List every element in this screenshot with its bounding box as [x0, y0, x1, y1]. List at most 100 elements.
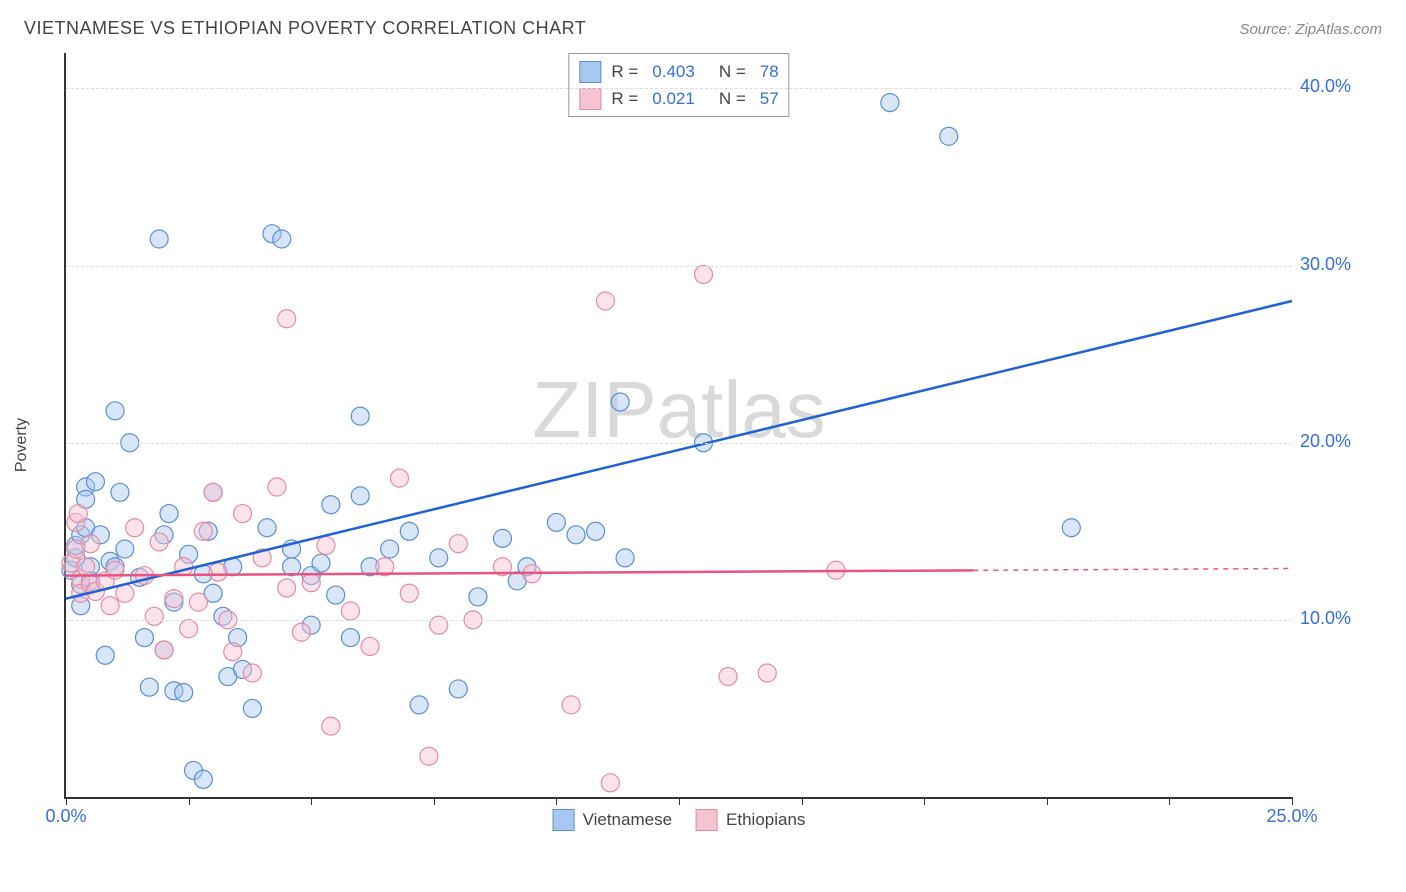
data-point	[390, 469, 408, 487]
data-point	[616, 549, 634, 567]
legend-swatch-ethiopians	[696, 809, 718, 831]
chart-title: VIETNAMESE VS ETHIOPIAN POVERTY CORRELAT…	[24, 18, 586, 39]
data-point	[116, 540, 134, 558]
data-point	[351, 407, 369, 425]
data-point	[449, 535, 467, 553]
title-row: VIETNAMESE VS ETHIOPIAN POVERTY CORRELAT…	[24, 18, 1382, 39]
data-point	[493, 529, 511, 547]
data-point	[278, 310, 296, 328]
data-point	[204, 483, 222, 501]
data-point	[940, 127, 958, 145]
gridline	[66, 443, 1292, 444]
data-point	[292, 623, 310, 641]
data-point	[881, 94, 899, 112]
data-point	[278, 579, 296, 597]
gridline	[66, 266, 1292, 267]
data-point	[587, 522, 605, 540]
legend-series: Vietnamese Ethiopians	[553, 809, 806, 831]
data-point	[341, 602, 359, 620]
gridline	[66, 88, 1292, 89]
y-tick-label: 10.0%	[1300, 608, 1370, 629]
x-tick	[1047, 797, 1048, 805]
data-point	[160, 505, 178, 523]
data-point	[351, 487, 369, 505]
data-point	[194, 522, 212, 540]
x-tick-label: 0.0%	[45, 806, 86, 827]
data-point	[596, 292, 614, 310]
data-point	[611, 393, 629, 411]
data-point	[567, 526, 585, 544]
x-tick	[802, 797, 803, 805]
data-point	[695, 265, 713, 283]
data-point	[302, 574, 320, 592]
y-tick-label: 30.0%	[1300, 254, 1370, 275]
data-point	[317, 536, 335, 554]
data-point	[106, 402, 124, 420]
data-point	[140, 678, 158, 696]
gridline	[66, 620, 1292, 621]
legend-item-ethiopians: Ethiopians	[696, 809, 805, 831]
data-point	[150, 533, 168, 551]
x-tick	[679, 797, 680, 805]
data-point	[562, 696, 580, 714]
x-tick	[556, 797, 557, 805]
y-axis-label: Poverty	[13, 418, 31, 472]
data-point	[86, 473, 104, 491]
data-point	[126, 519, 144, 537]
data-point	[430, 549, 448, 567]
data-point	[155, 641, 173, 659]
data-point	[234, 505, 252, 523]
data-point	[145, 607, 163, 625]
x-tick	[1169, 797, 1170, 805]
data-point	[150, 230, 168, 248]
legend-swatch-vietnamese	[553, 809, 575, 831]
data-point	[719, 668, 737, 686]
legend-label-vietnamese: Vietnamese	[583, 810, 672, 830]
data-point	[135, 629, 153, 647]
data-point	[1062, 519, 1080, 537]
source-attribution: Source: ZipAtlas.com	[1239, 21, 1382, 38]
data-point	[469, 588, 487, 606]
y-tick-label: 40.0%	[1300, 76, 1370, 97]
data-point	[381, 540, 399, 558]
data-point	[400, 522, 418, 540]
data-point	[410, 696, 428, 714]
data-point	[101, 597, 119, 615]
data-point	[82, 535, 100, 553]
x-tick	[189, 797, 190, 805]
data-point	[96, 646, 114, 664]
y-tick-label: 20.0%	[1300, 431, 1370, 452]
data-point	[180, 620, 198, 638]
data-point	[273, 230, 291, 248]
data-point	[361, 637, 379, 655]
data-point	[268, 478, 286, 496]
data-point	[327, 586, 345, 604]
x-tick	[434, 797, 435, 805]
scatter-plot-svg	[66, 53, 1292, 797]
trend-line	[66, 301, 1292, 599]
data-point	[547, 513, 565, 531]
data-point	[420, 747, 438, 765]
data-point	[243, 699, 261, 717]
data-point	[322, 496, 340, 514]
data-point	[69, 505, 87, 523]
chart-container: VIETNAMESE VS ETHIOPIAN POVERTY CORRELAT…	[0, 0, 1406, 892]
data-point	[400, 584, 418, 602]
data-point	[322, 717, 340, 735]
data-point	[175, 683, 193, 701]
data-point	[449, 680, 467, 698]
plot-area: ZIPatlas R = 0.403 N = 78 R = 0.021 N = …	[64, 53, 1292, 799]
x-tick	[1292, 797, 1293, 805]
data-point	[258, 519, 276, 537]
data-point	[111, 483, 129, 501]
x-tick-label: 25.0%	[1266, 806, 1317, 827]
data-point	[209, 563, 227, 581]
data-point	[341, 629, 359, 647]
data-point	[175, 558, 193, 576]
data-point	[243, 664, 261, 682]
x-tick	[66, 797, 67, 805]
plot-wrap: Poverty ZIPatlas R = 0.403 N = 78 R = 0.…	[24, 45, 1382, 845]
x-tick	[311, 797, 312, 805]
data-point	[189, 593, 207, 611]
data-point	[194, 770, 212, 788]
